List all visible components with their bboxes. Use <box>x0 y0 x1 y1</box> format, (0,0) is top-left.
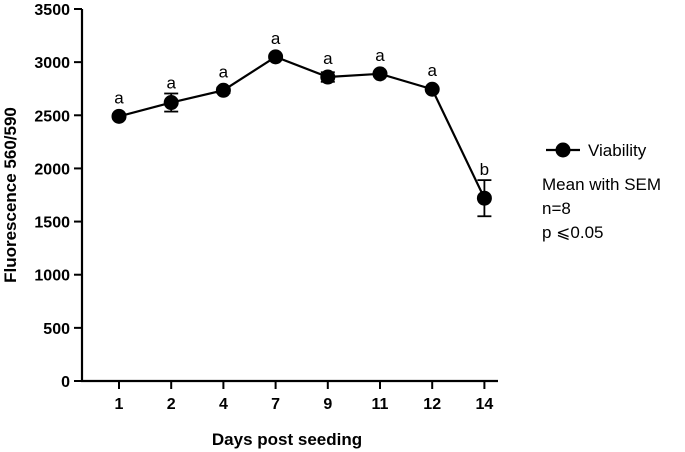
y-tick-label: 2500 <box>34 108 70 125</box>
y-tick-label: 1500 <box>34 215 70 232</box>
x-tick-label: 12 <box>423 396 441 413</box>
significance-label: a <box>114 88 124 107</box>
y-axis-title: Fluorescence 560/590 <box>1 107 20 283</box>
significance-label: a <box>375 46 385 65</box>
y-ticks: 0 500 1000 1500 2000 2500 3000 3500 <box>34 2 82 391</box>
x-tick-label: 14 <box>476 396 494 413</box>
significance-label: a <box>271 29 281 48</box>
significance-label: a <box>323 49 333 68</box>
y-tick-label: 3500 <box>34 2 70 19</box>
annotation-mean-sem: Mean with SEM <box>542 175 661 194</box>
x-axis-title: Days post seeding <box>212 430 362 449</box>
legend: Viability Mean with SEM n=8 p ⩽0.05 <box>542 141 661 242</box>
y-tick-label: 2000 <box>34 161 70 178</box>
data-point <box>320 69 336 85</box>
series-viability: a a a a a a a b <box>111 29 492 218</box>
data-point <box>372 66 388 82</box>
significance-label: a <box>166 73 176 92</box>
significance-label: a <box>427 61 437 80</box>
data-point <box>268 49 284 65</box>
legend-marker <box>555 142 571 158</box>
y-tick-label: 500 <box>43 321 70 338</box>
data-point <box>424 81 440 97</box>
y-tick-label: 0 <box>61 374 70 391</box>
x-tick-label: 1 <box>115 396 124 413</box>
data-point <box>476 190 492 206</box>
x-ticks: 1 2 4 7 9 11 12 14 <box>115 381 494 413</box>
significance-label: b <box>480 160 489 179</box>
axes <box>80 9 498 383</box>
annotation-n: n=8 <box>542 199 571 218</box>
x-tick-label: 9 <box>323 396 332 413</box>
series-line <box>118 55 486 199</box>
y-tick-label: 3000 <box>34 55 70 72</box>
significance-label: a <box>219 62 229 81</box>
y-tick-label: 1000 <box>34 268 70 285</box>
data-point <box>163 95 179 111</box>
data-point <box>111 108 127 124</box>
x-tick-label: 4 <box>219 396 228 413</box>
legend-label-viability: Viability <box>588 141 647 160</box>
x-tick-label: 7 <box>271 396 280 413</box>
x-tick-label: 11 <box>372 396 389 413</box>
data-point <box>215 82 231 98</box>
annotation-p-value: p ⩽0.05 <box>542 223 604 242</box>
x-tick-label: 2 <box>167 396 176 413</box>
